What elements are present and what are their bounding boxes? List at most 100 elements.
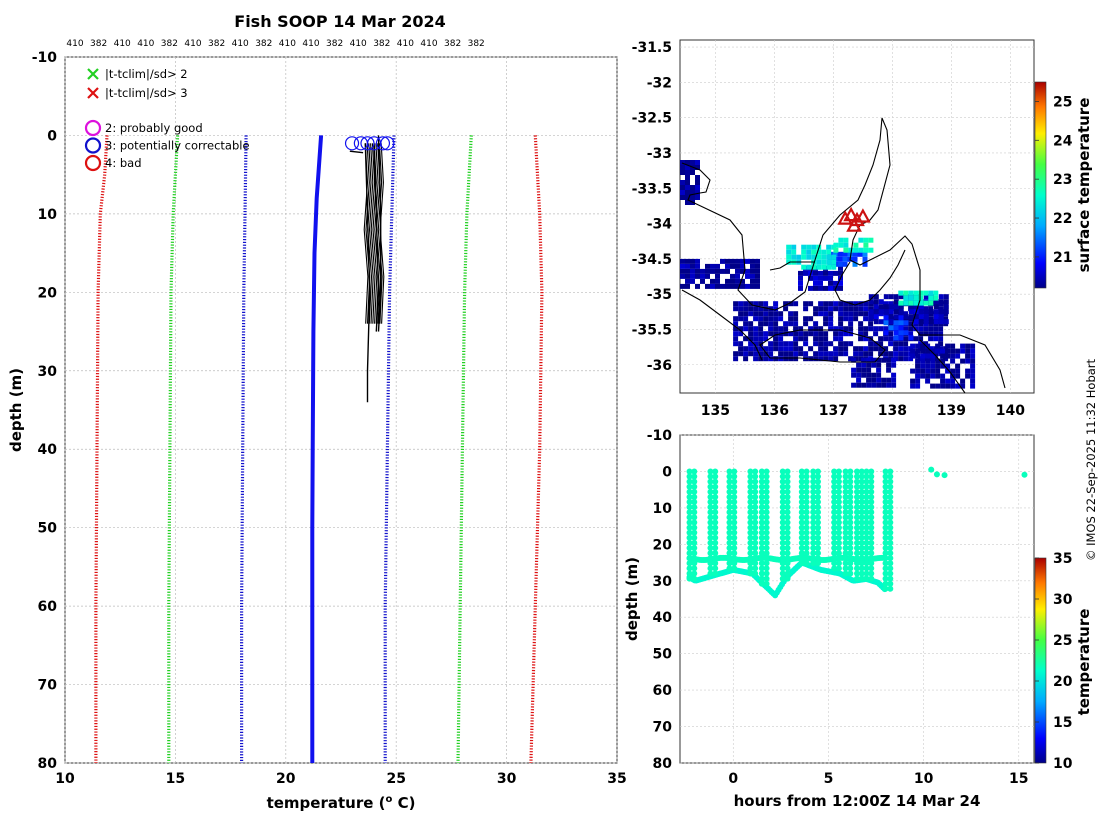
- temp-point: [686, 575, 693, 582]
- temp-point: [691, 524, 698, 531]
- sst-cell: [763, 356, 769, 362]
- temp-point: [712, 509, 719, 516]
- sst-cell: [773, 306, 779, 312]
- temp-point: [814, 478, 821, 485]
- sst-cell: [755, 258, 760, 264]
- sst-cell: [893, 346, 899, 352]
- temp-point: [854, 468, 860, 475]
- temp-point: [691, 499, 698, 506]
- temp-point: [758, 478, 765, 485]
- sst-cell: [913, 304, 919, 310]
- sst-cell: [778, 316, 784, 322]
- sst-cell: [818, 270, 823, 276]
- sst-cell: [768, 356, 774, 362]
- sst-cell: [873, 341, 879, 347]
- sst-cell: [763, 346, 769, 352]
- temp-point: [868, 519, 875, 526]
- sst-cell: [838, 346, 844, 352]
- sst-cell: [893, 330, 899, 336]
- temp-point: [726, 560, 733, 567]
- sst-cell: [758, 311, 764, 317]
- profile-id-label: 382: [444, 39, 461, 49]
- temp-point: [858, 529, 865, 536]
- temp-point: [691, 570, 698, 577]
- temp-point: [712, 499, 719, 506]
- sst-cell: [828, 306, 834, 312]
- temp-point: [752, 488, 759, 495]
- coast-eyre-peninsula: [681, 117, 1006, 389]
- temp-point: [707, 488, 714, 495]
- sst-cell: [695, 268, 700, 274]
- sst-cell: [908, 290, 914, 296]
- temp-point: [752, 509, 759, 516]
- sst-cell: [735, 268, 740, 274]
- sst-cell: [690, 160, 695, 165]
- temp-point: [747, 560, 754, 567]
- sst-cell: [823, 311, 829, 317]
- sst-cell: [738, 331, 744, 337]
- sst-cell: [826, 244, 832, 250]
- sst-cell: [680, 180, 685, 185]
- sst-cell: [933, 295, 939, 301]
- sst-cell: [960, 358, 966, 364]
- flag3-marker: [380, 136, 395, 151]
- sst-cell: [938, 306, 944, 312]
- sst-cell: [848, 321, 854, 327]
- sst-cell: [965, 343, 971, 349]
- sst-cell: [793, 321, 799, 327]
- sst-cell: [818, 326, 824, 332]
- temp-point: [758, 504, 765, 511]
- temp-point: [726, 539, 733, 546]
- lat-tick-label: -35.5: [632, 322, 672, 338]
- temp-point: [847, 524, 854, 531]
- sst-cell: [733, 306, 739, 312]
- sst-cell: [945, 383, 951, 389]
- sst-cell: [858, 331, 864, 337]
- temp-point: [758, 575, 765, 582]
- temp-point: [686, 478, 693, 485]
- temp-point: [758, 580, 765, 587]
- temp-point: [686, 555, 693, 562]
- temp-point: [798, 560, 805, 567]
- temp-point: [835, 473, 842, 480]
- temp-point: [814, 504, 821, 511]
- sst-cell: [915, 363, 921, 369]
- temp-point: [814, 488, 821, 495]
- temp-point: [868, 504, 875, 511]
- sst-cell: [908, 295, 914, 301]
- temp-point: [810, 539, 817, 546]
- sst-cell: [768, 311, 774, 317]
- temp-point: [707, 509, 714, 516]
- temp-point: [882, 499, 889, 506]
- temp-point: [784, 544, 791, 551]
- temp-point: [854, 565, 860, 572]
- temp-point: [854, 570, 860, 577]
- sst-cell: [748, 326, 754, 332]
- profile-legend: |t-tclim|/sd> 2 |t-tclim|/sd> 3 2: probabl…: [84, 67, 250, 172]
- climatology-line: [240, 135, 248, 763]
- sst-cell: [930, 353, 936, 359]
- temp-point: [868, 488, 875, 495]
- sst-cell: [893, 309, 899, 315]
- sst-cell: [856, 362, 862, 368]
- sst-cell: [935, 348, 941, 354]
- climatology-line: [94, 135, 109, 763]
- sst-cell: [955, 373, 961, 379]
- sst-cell: [923, 300, 929, 306]
- sst-cell: [813, 280, 818, 286]
- sst-cell: [848, 316, 854, 322]
- temp-point: [863, 468, 870, 475]
- temp-point: [731, 555, 738, 562]
- sst-cell: [735, 258, 740, 264]
- surface-colorbar-bar: [1034, 81, 1047, 289]
- sst-cell: [758, 306, 764, 312]
- temp-point: [726, 524, 733, 531]
- sst-cell: [918, 309, 924, 315]
- temp-point: [747, 473, 754, 480]
- temp-point: [835, 483, 842, 490]
- profile-id-label: 410: [420, 39, 437, 49]
- sst-cell: [700, 278, 705, 284]
- temp-point: [887, 529, 894, 536]
- sst-cell: [833, 351, 839, 357]
- temp-point: [712, 565, 719, 572]
